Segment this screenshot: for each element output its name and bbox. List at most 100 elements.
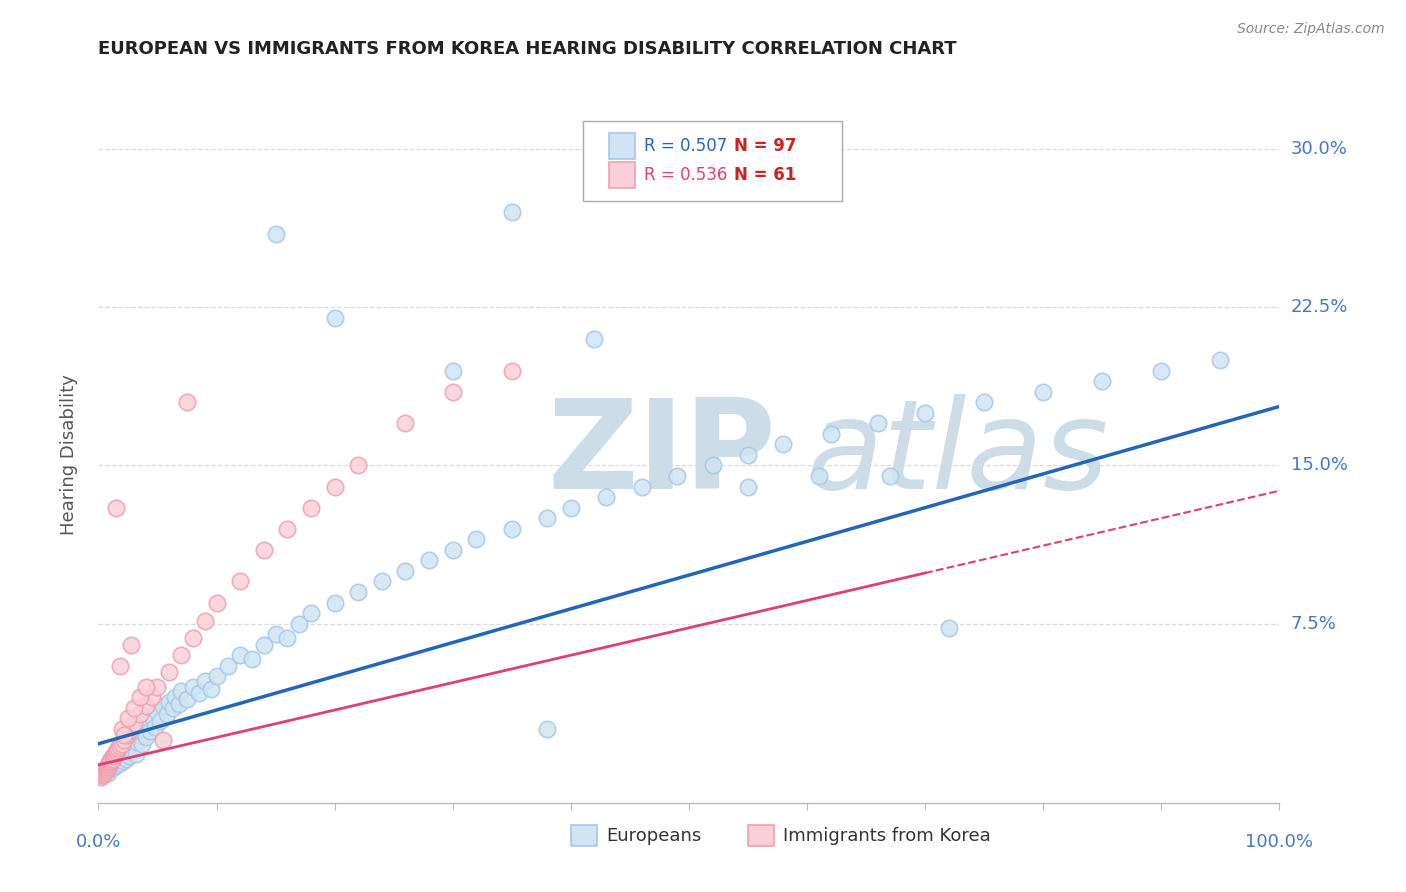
- Point: [194, 673, 217, 688]
- Point: [104, 747, 127, 762]
- Point: [128, 690, 150, 705]
- Point: [205, 595, 228, 609]
- Point: [101, 751, 124, 765]
- Point: [217, 658, 239, 673]
- Point: [229, 574, 252, 589]
- Point: [98, 757, 121, 772]
- Point: [143, 720, 166, 734]
- Point: [156, 707, 179, 722]
- Point: [98, 757, 121, 772]
- Point: [253, 638, 276, 652]
- Point: [772, 437, 794, 451]
- Point: [181, 680, 204, 694]
- Point: [97, 760, 120, 774]
- Point: [973, 395, 995, 409]
- Point: [118, 749, 141, 764]
- Text: 30.0%: 30.0%: [1291, 140, 1347, 158]
- Point: [152, 698, 174, 713]
- Point: [108, 756, 131, 770]
- Point: [101, 751, 124, 765]
- Point: [654, 174, 676, 188]
- Text: R = 0.507: R = 0.507: [644, 137, 727, 155]
- Point: [91, 766, 114, 780]
- Point: [666, 469, 689, 483]
- Point: [131, 737, 153, 751]
- Point: [323, 310, 346, 325]
- Point: [108, 739, 131, 753]
- Point: [105, 747, 128, 762]
- Point: [98, 754, 121, 768]
- Point: [560, 500, 582, 515]
- Point: [100, 756, 122, 770]
- Point: [157, 695, 180, 709]
- Point: [100, 754, 122, 768]
- Point: [96, 760, 118, 774]
- Text: ZIP: ZIP: [547, 394, 776, 516]
- Point: [394, 564, 416, 578]
- Point: [124, 739, 146, 753]
- Point: [323, 595, 346, 609]
- Point: [128, 707, 150, 722]
- Point: [938, 621, 960, 635]
- Point: [112, 728, 135, 742]
- Point: [141, 690, 163, 705]
- Point: [347, 458, 370, 473]
- Point: [394, 417, 416, 431]
- FancyBboxPatch shape: [571, 825, 596, 846]
- Point: [630, 479, 652, 493]
- Point: [111, 722, 134, 736]
- Point: [418, 553, 440, 567]
- Point: [114, 751, 136, 765]
- Point: [866, 417, 889, 431]
- Point: [96, 760, 118, 774]
- Point: [176, 395, 198, 409]
- Point: [139, 724, 162, 739]
- Point: [94, 764, 117, 779]
- Point: [737, 479, 759, 493]
- Point: [737, 448, 759, 462]
- Point: [536, 511, 558, 525]
- Point: [146, 705, 169, 719]
- Point: [121, 638, 143, 652]
- Point: [110, 745, 132, 759]
- Point: [107, 741, 129, 756]
- Point: [276, 632, 298, 646]
- Point: [135, 680, 157, 694]
- Point: [595, 490, 617, 504]
- Point: [112, 732, 135, 747]
- Point: [176, 692, 198, 706]
- Point: [90, 771, 112, 785]
- Point: [914, 406, 936, 420]
- Point: [142, 711, 165, 725]
- Point: [98, 756, 121, 770]
- Point: [100, 751, 122, 765]
- Point: [200, 681, 222, 696]
- Text: Immigrants from Korea: Immigrants from Korea: [783, 827, 991, 845]
- Point: [96, 762, 118, 776]
- Point: [121, 720, 143, 734]
- Text: N = 97: N = 97: [734, 137, 796, 155]
- Point: [98, 754, 121, 768]
- Point: [536, 722, 558, 736]
- Point: [465, 533, 488, 547]
- Point: [91, 768, 114, 782]
- Text: N = 61: N = 61: [734, 166, 796, 185]
- Point: [194, 615, 217, 629]
- Point: [205, 669, 228, 683]
- Point: [105, 757, 128, 772]
- Point: [93, 766, 115, 780]
- Point: [97, 757, 120, 772]
- Point: [105, 500, 128, 515]
- Point: [120, 737, 142, 751]
- Point: [347, 585, 370, 599]
- Point: [103, 749, 125, 764]
- Point: [441, 542, 464, 557]
- Point: [122, 715, 145, 730]
- Point: [170, 648, 193, 663]
- Point: [187, 686, 209, 700]
- Point: [103, 760, 125, 774]
- Point: [111, 743, 134, 757]
- Point: [1091, 374, 1114, 388]
- Point: [299, 606, 322, 620]
- Point: [146, 680, 169, 694]
